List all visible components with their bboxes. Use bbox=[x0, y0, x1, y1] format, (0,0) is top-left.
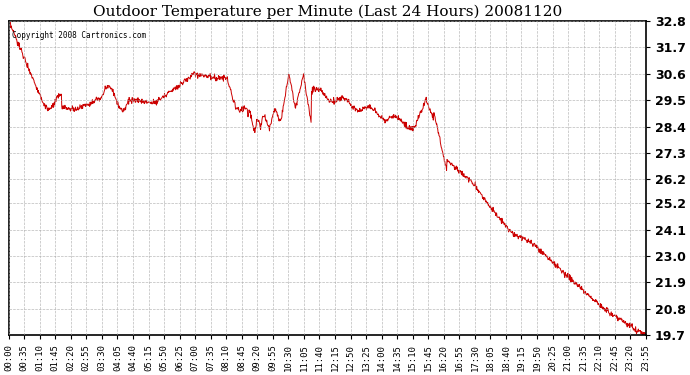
Text: Copyright 2008 Cartronics.com: Copyright 2008 Cartronics.com bbox=[12, 30, 146, 39]
Title: Outdoor Temperature per Minute (Last 24 Hours) 20081120: Outdoor Temperature per Minute (Last 24 … bbox=[92, 4, 562, 18]
